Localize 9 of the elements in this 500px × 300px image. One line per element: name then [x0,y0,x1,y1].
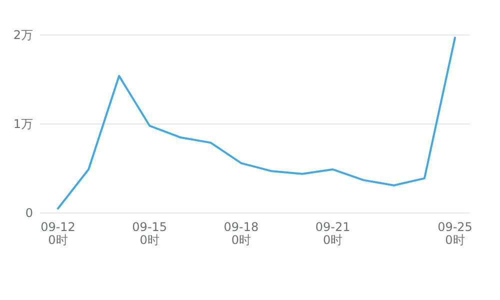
y-tick-label: 2万 [13,28,33,42]
x-tick-label: 09-21 0时 [315,220,350,247]
y-tick-label: 0 [25,206,33,220]
line-series [57,36,456,210]
x-tick-label: 09-12 0时 [40,220,76,247]
x-tick-label: 09-15 0时 [132,220,168,247]
x-tick-label: 09-18 0时 [224,220,259,247]
x-tick-label: 09-25 0时 [438,220,472,247]
y-tick-label: 1万 [13,117,33,131]
